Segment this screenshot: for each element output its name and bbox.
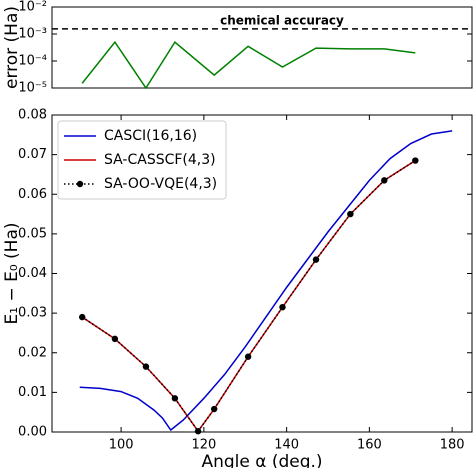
x-tick-label: 160 (357, 438, 382, 453)
data-line (81, 159, 416, 433)
data-point (244, 353, 252, 360)
legend-marker (76, 180, 84, 188)
y-tick-label: 10⁻² (18, 0, 47, 15)
data-point (412, 157, 419, 164)
data-point (211, 405, 218, 413)
y-tick-label: 10⁻⁵ (18, 81, 47, 96)
reference-label: chemical accuracy (220, 13, 344, 27)
x-axis-label: Angle α (deg.) (201, 452, 322, 468)
x-tick-label: 100 (109, 438, 134, 453)
data-point (347, 210, 354, 218)
legend-label: SA-OO-VQE(4,3) (104, 176, 217, 192)
data-line (81, 40, 416, 90)
data-point (79, 313, 86, 321)
y-tick-label: 0.03 (18, 306, 47, 321)
data-point (142, 363, 150, 370)
data-line (79, 130, 453, 432)
data-point (279, 303, 286, 311)
y-tick-label: 10⁻⁴ (18, 54, 47, 69)
y-tick-label: 0.05 (18, 226, 47, 241)
y-tick-label: 0.02 (18, 345, 47, 360)
data-point (381, 177, 388, 184)
x-tick-label: 120 (191, 438, 216, 453)
y-axis-label: error (Ha) (2, 6, 22, 89)
x-tick-label: 140 (274, 438, 299, 453)
y-tick-label: 10⁻³ (18, 27, 47, 42)
legend-label: CASCI(16,16) (104, 128, 197, 144)
legend-label: SA-CASSCF(4,3) (104, 152, 216, 168)
y-axis-label: E₁ − E₀ (Ha) (2, 222, 22, 324)
data-line (81, 159, 416, 433)
y-tick-label: 0.04 (18, 266, 47, 281)
plot-frame (51, 6, 473, 89)
y-tick-label: 0.07 (18, 147, 47, 162)
data-point (171, 395, 179, 402)
data-point (312, 256, 320, 263)
y-tick-label: 0.01 (18, 385, 47, 400)
y-tick-label: 0.06 (18, 187, 47, 202)
x-tick-label: 180 (440, 438, 465, 453)
legend-box (57, 120, 227, 200)
data-point (194, 428, 202, 435)
y-tick-label: 0.00 (18, 425, 47, 440)
data-point (111, 335, 119, 343)
y-tick-label: 0.08 (18, 108, 47, 123)
